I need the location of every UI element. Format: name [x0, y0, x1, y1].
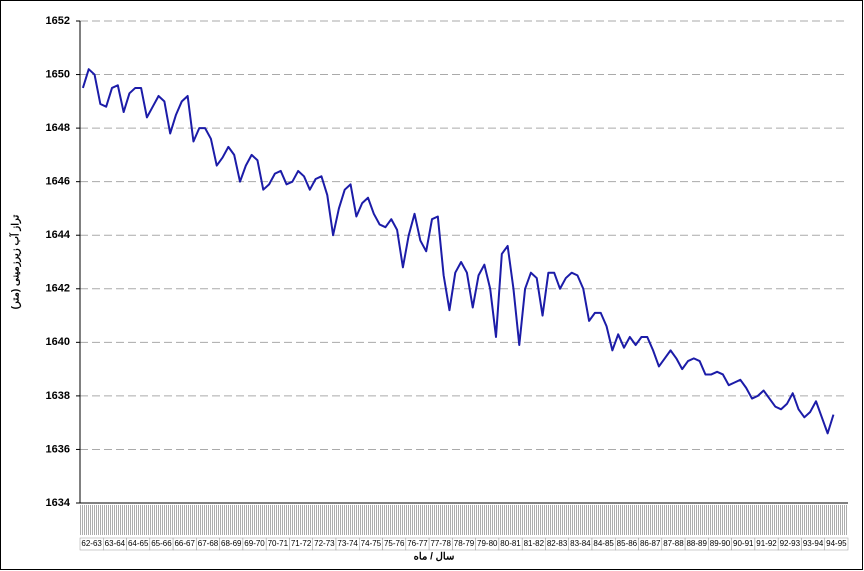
y-axis-title: تراز آب زیرزمینی (متر) — [9, 214, 22, 309]
x-tick-label: 89-90 — [710, 539, 731, 548]
x-tick-label: 90-91 — [733, 539, 754, 548]
y-tick-label: 1646 — [46, 176, 70, 188]
x-tick-label: 80-81 — [500, 539, 521, 548]
x-tick-label: 75-76 — [384, 539, 405, 548]
x-tick-label: 70-71 — [268, 539, 289, 548]
x-tick-label: 69-70 — [244, 539, 265, 548]
y-tick-label: 1642 — [46, 283, 70, 295]
x-tick-label: 72-73 — [314, 539, 335, 548]
x-tick-label: 83-84 — [570, 539, 591, 548]
x-tick-label: 68-69 — [221, 539, 242, 548]
x-tick-label: 63-64 — [105, 539, 126, 548]
y-tick-label: 1650 — [46, 68, 70, 80]
year-box — [824, 537, 849, 551]
y-tick-label: 1648 — [46, 122, 70, 134]
x-tick-label: 93-94 — [803, 539, 824, 548]
data-line — [81, 68, 835, 435]
x-tick-label: 91-92 — [756, 539, 777, 548]
x-tick-label: 73-74 — [337, 539, 358, 548]
x-tick-label: 67-68 — [198, 539, 219, 548]
x-axis-title: سال / ماه — [414, 552, 455, 563]
x-tick-label: 86-87 — [640, 539, 661, 548]
x-tick-label: 62-63 — [81, 539, 102, 548]
x-tick-label: 76-77 — [407, 539, 428, 548]
x-tick-label: 94-95 — [826, 539, 847, 548]
y-tick-label: 1640 — [46, 336, 70, 348]
x-tick-label: 82-83 — [547, 539, 568, 548]
x-tick-label: 81-82 — [524, 539, 545, 548]
x-tick-label: 66-67 — [174, 539, 195, 548]
x-tick-label: 65-66 — [151, 539, 172, 548]
y-tick-label: 1634 — [46, 497, 71, 509]
x-tick-label: 78-79 — [454, 539, 475, 548]
month-ticks — [80, 505, 848, 535]
x-tick-label: 92-93 — [780, 539, 801, 548]
x-tick-label: 79-80 — [477, 539, 498, 548]
x-tick-label: 88-89 — [686, 539, 707, 548]
x-tick-label: 84-85 — [593, 539, 614, 548]
y-tick-label: 1638 — [46, 390, 70, 402]
y-tick-label: 1644 — [46, 229, 71, 241]
x-tick-label: 85-86 — [617, 539, 638, 548]
x-tick-label: 74-75 — [361, 539, 382, 548]
x-tick-label: 64-65 — [128, 539, 149, 548]
x-tick-label: 71-72 — [291, 539, 312, 548]
y-tick-label: 1652 — [46, 15, 70, 27]
y-tick-label: 1636 — [46, 443, 70, 455]
x-tick-label: 87-88 — [663, 539, 684, 548]
x-tick-label: 77-78 — [430, 539, 451, 548]
